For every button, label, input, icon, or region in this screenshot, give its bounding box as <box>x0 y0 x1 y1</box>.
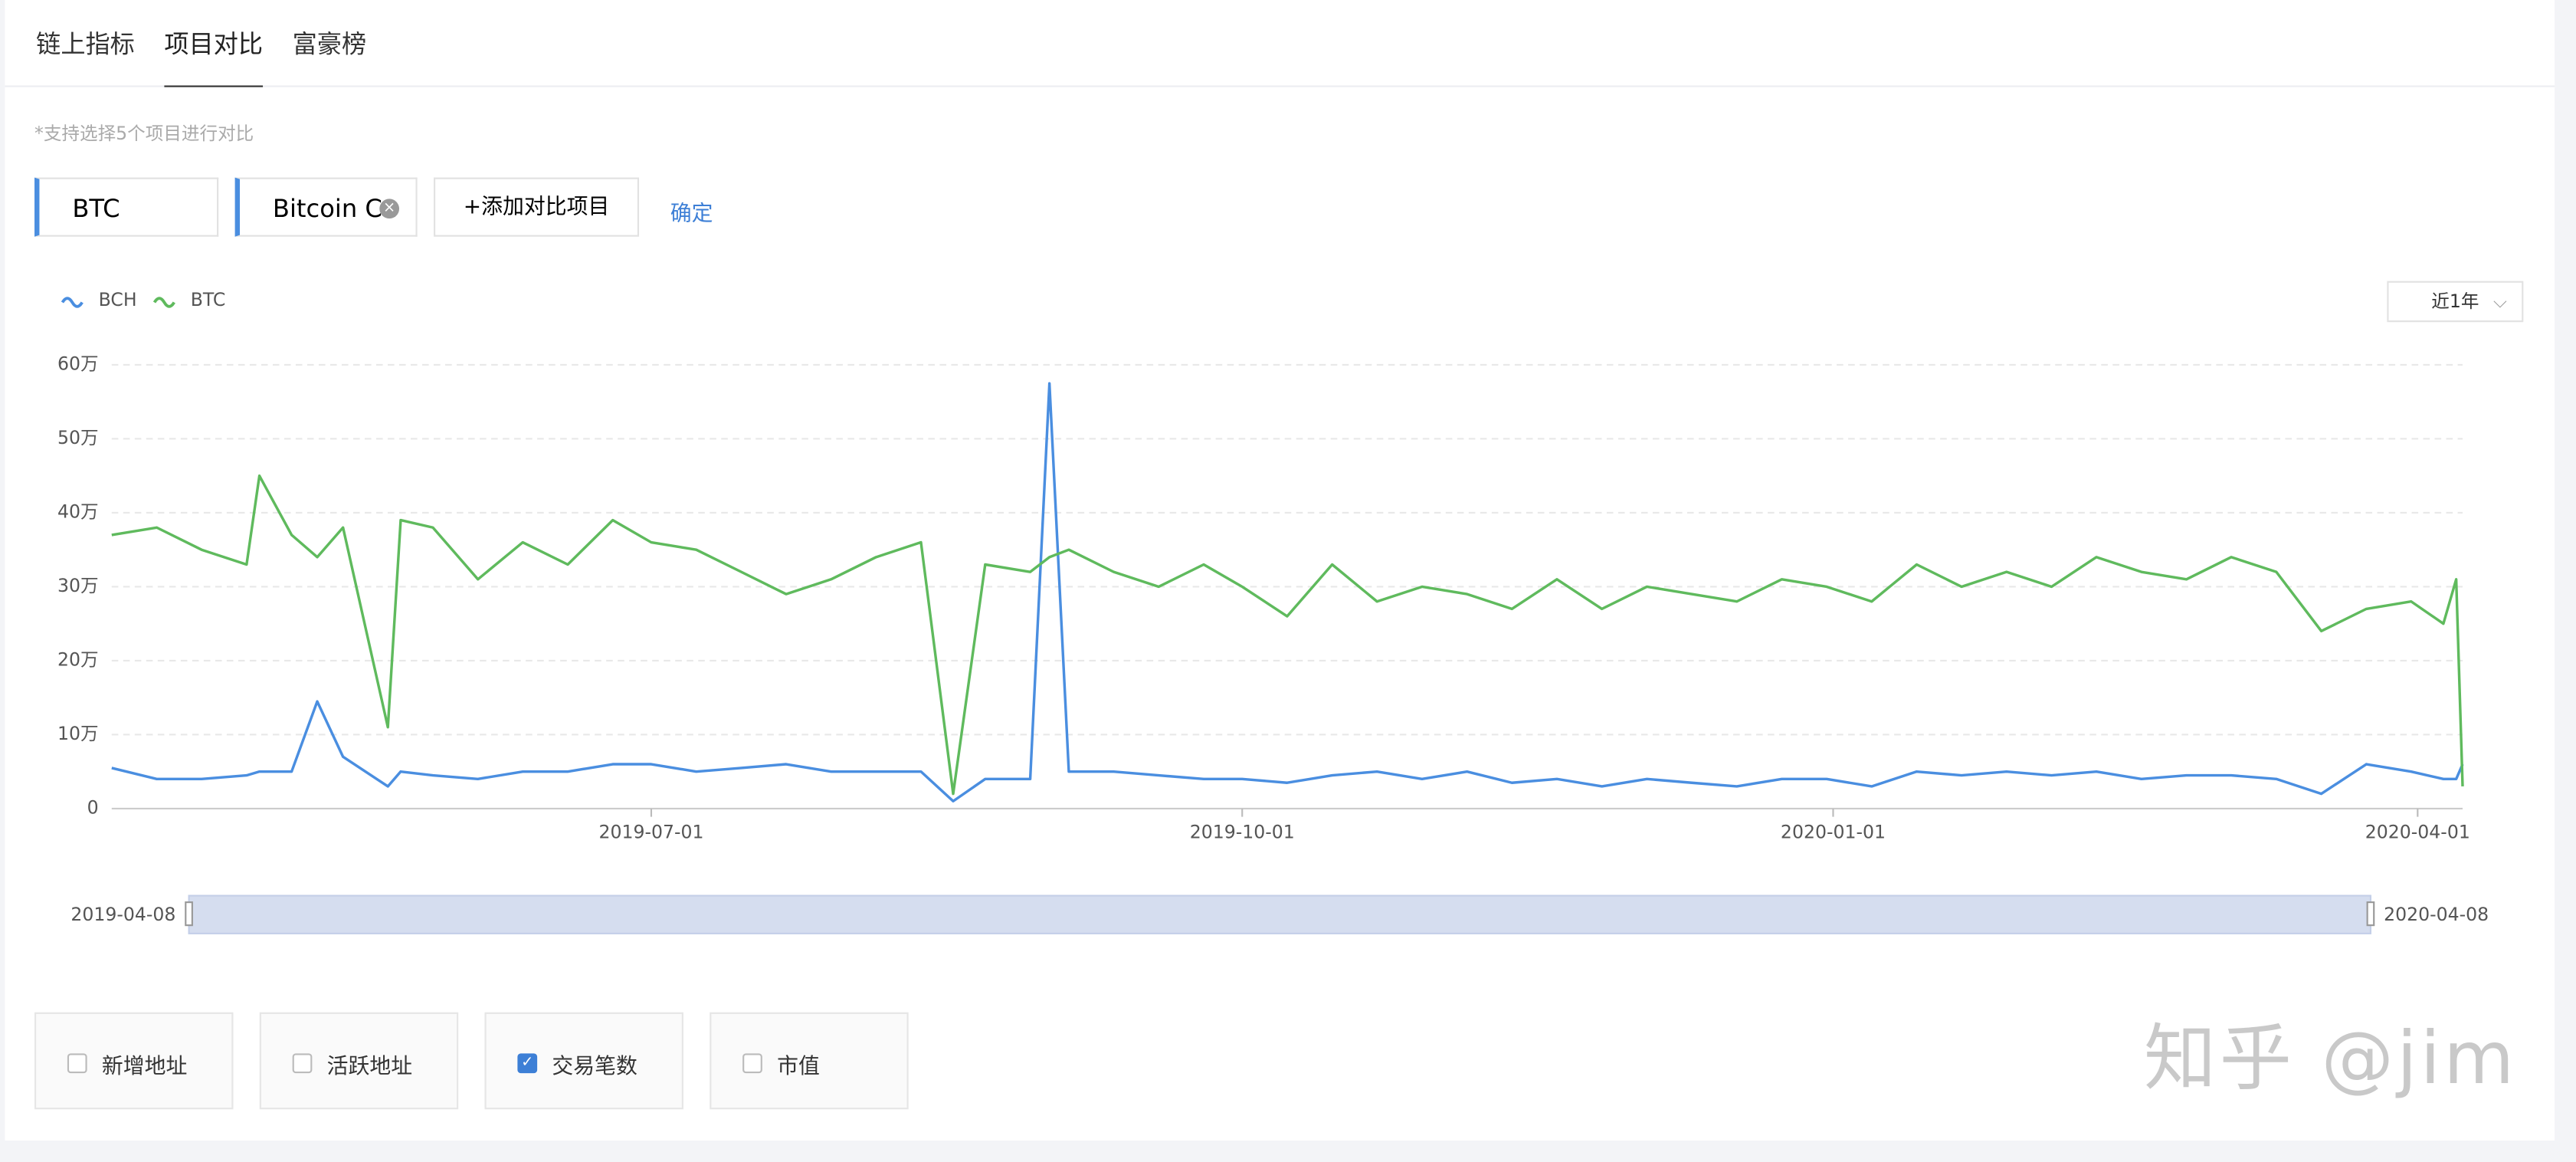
card: *支持选择5个项目进行对比 BTC Bitcoin Ca × +添加对比项目 确… <box>5 0 2555 1141</box>
chevron: ⌵ <box>2493 290 2507 313</box>
tab-divider <box>5 85 2555 87</box>
tab[interactable]: 项目对比 <box>164 29 264 60</box>
metric-label: 交易笔数 <box>552 1055 637 1080</box>
zoom-start-label: 2019-04-08 <box>70 904 175 925</box>
zoom-handle <box>185 901 193 927</box>
metric-label: 活跃地址 <box>326 1055 413 1080</box>
watermark: 知乎 @jim <box>2144 1017 2518 1101</box>
range-text: 近1年 <box>2431 290 2479 313</box>
confirm-button[interactable]: 确定 <box>670 202 713 227</box>
y-tick-label: 0 <box>87 796 99 818</box>
y-tick-label: 10万 <box>57 723 99 744</box>
metric-option[interactable]: 市值 <box>710 1012 909 1110</box>
add-button[interactable]: +添加对比项目 <box>434 177 640 237</box>
y-tick-label: 20万 <box>57 648 99 670</box>
tab[interactable]: 富豪榜 <box>292 29 367 60</box>
metric-option[interactable]: 新增地址 <box>34 1012 234 1110</box>
x-tick-label: 2019-07-01 <box>598 822 703 843</box>
checkbox <box>292 1053 313 1074</box>
x-tick-label: 2020-04-01 <box>2365 822 2470 843</box>
tab-underline <box>164 85 264 87</box>
metric-option[interactable]: ✓ 交易笔数 <box>484 1012 683 1110</box>
series-line <box>111 382 2464 803</box>
checkbox <box>67 1053 87 1074</box>
x-tick-label: 2020-01-01 <box>1781 822 1886 843</box>
checkbox <box>742 1053 762 1074</box>
series-line <box>111 474 2464 796</box>
y-tick-label: 30万 <box>57 575 99 596</box>
legend-icon <box>61 297 84 308</box>
tab[interactable]: 链上指标 <box>36 29 135 60</box>
metric-label: 新增地址 <box>101 1055 188 1080</box>
legend-label: BTC <box>191 289 226 310</box>
zoom-handle <box>2366 901 2375 927</box>
remove-icon[interactable]: × <box>379 199 400 219</box>
y-tick-label: 60万 <box>57 353 99 374</box>
range-select[interactable]: 近1年 ⌵ <box>2387 281 2524 323</box>
zoom-track <box>188 894 2372 934</box>
y-tick-label: 40万 <box>57 501 99 522</box>
legend-icon <box>152 297 175 308</box>
selected-project[interactable]: BTC <box>34 177 219 237</box>
x-tick-label: 2019-10-01 <box>1190 822 1295 843</box>
metric-label: 市值 <box>777 1055 820 1080</box>
hint: *支持选择5个项目进行对比 <box>34 123 254 145</box>
metric-option[interactable]: 活跃地址 <box>259 1012 459 1110</box>
legend-label: BCH <box>99 289 137 310</box>
y-tick-label: 50万 <box>57 427 99 448</box>
chart: 0 10万 20万 30万 40万 50万 60万 2019-07-01 2019-10-01 2… <box>57 289 2489 934</box>
checkbox: ✓ <box>517 1053 538 1074</box>
zoom-end-label: 2020-04-08 <box>2384 904 2489 925</box>
